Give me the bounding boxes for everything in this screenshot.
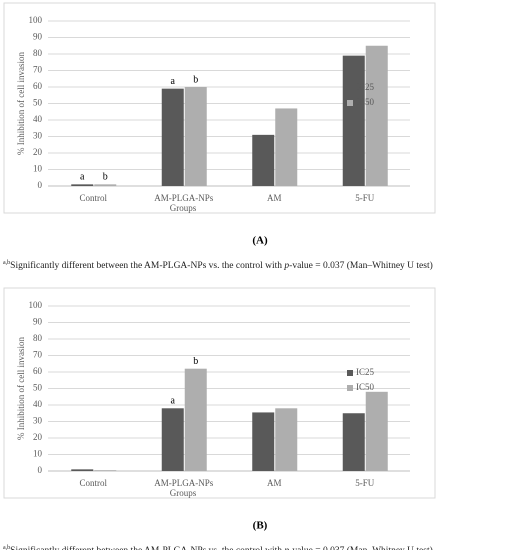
legend-swatch bbox=[347, 85, 353, 91]
bar bbox=[94, 184, 117, 186]
y-tick-label: 80 bbox=[33, 333, 43, 343]
y-tick-label: 0 bbox=[38, 180, 43, 190]
footnote-italic: p bbox=[283, 261, 289, 271]
y-tick-label: 40 bbox=[33, 399, 43, 409]
legend-label: IC50 bbox=[356, 382, 375, 392]
bar bbox=[161, 408, 184, 471]
x-tick-label: AM-PLGA-NPs bbox=[154, 478, 214, 488]
footnote-text: Significantly different between the AM-P… bbox=[10, 260, 284, 271]
bar bbox=[184, 87, 207, 186]
legend-label: IC25 bbox=[356, 82, 375, 92]
bar bbox=[342, 55, 365, 187]
chart-frame bbox=[3, 2, 436, 214]
y-axis-label: % Inhibition of cell invasion bbox=[16, 337, 26, 440]
y-axis-label: % Inhibition of cell invasion bbox=[16, 52, 26, 155]
y-tick-label: 70 bbox=[33, 65, 43, 75]
bar-annotation: a bbox=[80, 172, 85, 183]
bar-annotation: b bbox=[193, 74, 198, 85]
y-tick-label: 90 bbox=[33, 317, 43, 327]
footnote: a,bSignificantly different between the A… bbox=[3, 260, 433, 271]
bar bbox=[252, 134, 275, 186]
footnote-text: -value = 0.037 (Man–Whitney U test) bbox=[289, 260, 433, 271]
bar bbox=[161, 88, 184, 186]
y-tick-label: 10 bbox=[33, 449, 43, 459]
x-tick-label: AM bbox=[267, 478, 282, 488]
y-tick-label: 80 bbox=[33, 48, 43, 58]
footnote: a,bSignificantly different between the A… bbox=[3, 545, 433, 550]
y-tick-label: 100 bbox=[29, 300, 43, 310]
bar bbox=[275, 108, 298, 186]
legend-swatch bbox=[347, 370, 353, 376]
x-tick-label: 5-FU bbox=[355, 478, 375, 488]
bar-annotation: a bbox=[171, 396, 176, 407]
x-tick-label: 5-FU bbox=[355, 193, 375, 203]
bar bbox=[342, 413, 365, 471]
x-tick-label: AM bbox=[267, 193, 282, 203]
y-tick-label: 60 bbox=[33, 366, 43, 376]
bar-annotation: b bbox=[193, 356, 198, 367]
legend-label: IC25 bbox=[356, 367, 375, 377]
bar bbox=[365, 391, 388, 471]
y-tick-label: 40 bbox=[33, 114, 43, 124]
y-tick-label: 10 bbox=[33, 164, 43, 174]
y-tick-label: 30 bbox=[33, 131, 43, 141]
bar bbox=[71, 469, 94, 471]
y-tick-label: 100 bbox=[29, 15, 43, 25]
x-tick-label: AM-PLGA-NPs bbox=[154, 193, 214, 203]
y-tick-label: 20 bbox=[33, 432, 43, 442]
x-tick-label: Control bbox=[79, 193, 107, 203]
x-tick-label: Control bbox=[79, 478, 107, 488]
bar bbox=[365, 45, 388, 186]
y-tick-label: 90 bbox=[33, 32, 43, 42]
x-axis-label: Groups bbox=[170, 203, 197, 213]
caption: (B) bbox=[253, 520, 268, 532]
y-tick-label: 50 bbox=[33, 98, 43, 108]
footnote-sup: a,b bbox=[3, 545, 10, 550]
y-tick-label: 30 bbox=[33, 416, 43, 426]
footnote-text: -value = 0.037 (Man–Whitney U test) bbox=[289, 545, 433, 550]
bar-annotation: b bbox=[103, 172, 108, 183]
footnote-text: Significantly different between the AM-P… bbox=[10, 545, 284, 550]
chart-frame bbox=[3, 287, 436, 499]
footnote-italic: p bbox=[283, 546, 289, 550]
y-tick-label: 70 bbox=[33, 350, 43, 360]
legend-swatch bbox=[347, 100, 353, 106]
caption: (A) bbox=[252, 235, 268, 247]
footnote-sup: a,b bbox=[3, 260, 10, 266]
y-tick-label: 0 bbox=[38, 465, 43, 475]
y-tick-label: 20 bbox=[33, 147, 43, 157]
x-axis-label: Groups bbox=[170, 488, 197, 498]
bar bbox=[184, 368, 207, 471]
bar-annotation: a bbox=[171, 76, 176, 87]
bar bbox=[71, 184, 94, 186]
bar bbox=[252, 412, 275, 471]
y-tick-label: 60 bbox=[33, 81, 43, 91]
y-tick-label: 50 bbox=[33, 383, 43, 393]
legend-label: IC50 bbox=[356, 97, 375, 107]
bar bbox=[94, 470, 117, 471]
legend-swatch bbox=[347, 385, 353, 391]
bar bbox=[275, 408, 298, 471]
